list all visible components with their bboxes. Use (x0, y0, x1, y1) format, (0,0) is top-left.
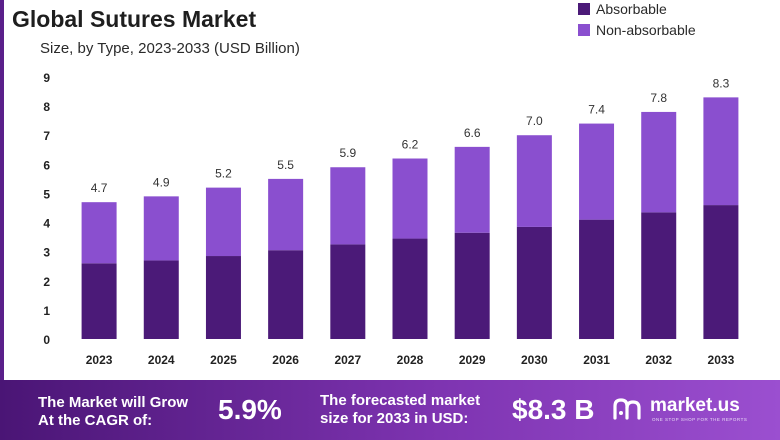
y-tick-label: 4 (43, 217, 50, 231)
bar-absorbable-2026 (268, 250, 304, 339)
bar-non-absorbable-2026 (268, 178, 304, 251)
y-tick-label: 7 (43, 129, 50, 143)
x-tick-label-2024: 2024 (148, 353, 175, 367)
data-label-2023: 4.7 (91, 181, 108, 195)
y-tick-label: 6 (43, 158, 50, 172)
data-label-2025: 5.2 (215, 167, 232, 181)
y-tick-label: 2 (43, 275, 50, 289)
data-label-2029: 6.6 (464, 126, 481, 140)
x-tick-label-2031: 2031 (583, 353, 610, 367)
y-tick-label: 3 (43, 246, 50, 260)
bar-non-absorbable-2031 (579, 123, 615, 220)
bar-non-absorbable-2024 (143, 196, 179, 261)
cagr-label-line2: At the CAGR of: (38, 412, 153, 429)
data-label-2030: 7.0 (526, 114, 543, 128)
bar-absorbable-2029 (454, 232, 490, 339)
legend-swatch-absorbable (578, 3, 590, 15)
bar-absorbable-2028 (392, 238, 428, 339)
data-label-2028: 6.2 (402, 138, 419, 152)
legend-item-absorbable: Absorbable (578, 1, 667, 17)
y-tick-label: 5 (43, 187, 50, 201)
bar-absorbable-2024 (143, 260, 179, 339)
bar-non-absorbable-2030 (516, 135, 552, 227)
data-label-2024: 4.9 (153, 175, 170, 189)
x-tick-label-2033: 2033 (708, 353, 735, 367)
x-tick-label-2029: 2029 (459, 353, 486, 367)
bar-absorbable-2032 (641, 212, 677, 339)
cagr-label: The Market will Grow At the CAGR of: (38, 394, 188, 430)
brand-tagline: ONE STOP SHOP FOR THE REPORTS (652, 417, 748, 422)
brand-name: market.us (650, 395, 740, 416)
legend-item-non-absorbable: Non-absorbable (578, 22, 696, 38)
legend-swatch-non-absorbable (578, 24, 590, 36)
y-tick-label: 9 (43, 71, 50, 85)
data-label-2032: 7.8 (650, 91, 667, 105)
chart-subtitle: Size, by Type, 2023-2033 (USD Billion) (40, 40, 300, 57)
bar-absorbable-2031 (579, 219, 615, 339)
bar-non-absorbable-2028 (392, 158, 428, 239)
bar-absorbable-2027 (330, 244, 366, 339)
legend-label-absorbable: Absorbable (596, 1, 667, 17)
forecast-value: $8.3 B (512, 394, 595, 425)
x-tick-label-2026: 2026 (272, 353, 299, 367)
forecast-label-line2: size for 2033 in USD: (320, 410, 469, 427)
y-tick-label: 0 (43, 333, 50, 347)
x-tick-label-2023: 2023 (86, 353, 113, 367)
market-us-logo-icon (613, 398, 641, 420)
bar-absorbable-2025 (205, 256, 241, 339)
y-tick-label: 1 (43, 304, 50, 318)
data-label-2031: 7.4 (588, 103, 605, 117)
bar-non-absorbable-2025 (205, 187, 241, 257)
bar-non-absorbable-2027 (330, 167, 366, 245)
cagr-label-line1: The Market will Grow (38, 394, 189, 411)
forecast-label-line1: The forecasted market (320, 392, 481, 409)
x-tick-label-2032: 2032 (645, 353, 672, 367)
left-border (0, 0, 4, 440)
bar-absorbable-2023 (81, 263, 117, 339)
forecast-label: The forecasted market size for 2033 in U… (320, 392, 480, 428)
bar-absorbable-2033 (703, 205, 739, 339)
bar-non-absorbable-2029 (454, 146, 490, 233)
x-tick-label-2025: 2025 (210, 353, 237, 367)
x-tick-label-2028: 2028 (397, 353, 424, 367)
chart-title: Global Sutures Market (12, 6, 257, 32)
x-tick-label-2030: 2030 (521, 353, 548, 367)
bar-chart: 0 1 2 3 4 5 6 7 8 9 4.7 2023 4.9 2024 5.2 2025 5.5 2026 5.… (43, 71, 739, 367)
y-tick-label: 8 (43, 100, 50, 114)
bar-non-absorbable-2023 (81, 202, 117, 264)
x-tick-label-2027: 2027 (334, 353, 361, 367)
legend-label-non-absorbable: Non-absorbable (596, 22, 696, 38)
bar-non-absorbable-2032 (641, 111, 677, 213)
data-label-2026: 5.5 (277, 158, 294, 172)
data-label-2033: 8.3 (713, 76, 730, 90)
footer-banner: The Market will Grow At the CAGR of: 5.9… (0, 380, 780, 440)
bar-non-absorbable-2033 (703, 97, 739, 206)
data-label-2027: 5.9 (339, 146, 356, 160)
bar-absorbable-2030 (516, 226, 552, 339)
cagr-value: 5.9% (218, 394, 282, 425)
